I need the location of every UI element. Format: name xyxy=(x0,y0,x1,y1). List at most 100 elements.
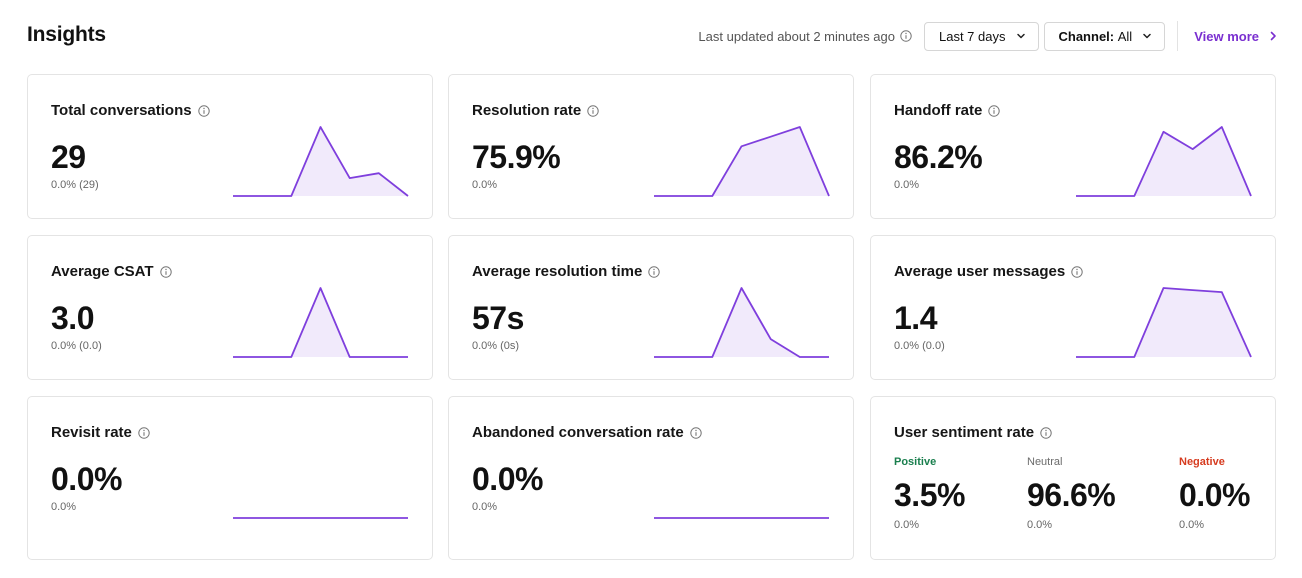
metric-value: 29 xyxy=(51,139,86,175)
sparkline-chart xyxy=(1076,126,1252,197)
metric-title-text: Total conversations xyxy=(51,102,192,119)
chevron-down-icon xyxy=(1143,33,1151,39)
info-icon[interactable] xyxy=(690,426,702,439)
metric-change: 0.0% xyxy=(894,179,920,191)
metric-change: 0.0% xyxy=(472,501,498,513)
info-icon[interactable] xyxy=(197,104,210,117)
sentiment-neutral: Neutral 96.6% 0.0% xyxy=(1027,456,1116,531)
sparkline-area xyxy=(654,127,829,196)
channel-dropdown[interactable]: Channel: All xyxy=(1043,21,1166,51)
sparkline-chart xyxy=(233,287,408,358)
metric-title: Handoff rate xyxy=(894,102,1001,119)
sparkline-line xyxy=(1076,126,1252,197)
metric-title-text: Resolution rate xyxy=(472,102,582,119)
info-icon[interactable] xyxy=(900,30,912,42)
metric-card-average-user-messages[interactable]: Average user messages 1.4 0.0% (0.0) xyxy=(870,235,1276,380)
metric-title: Revisit rate xyxy=(51,424,150,441)
sparkline-line xyxy=(233,126,409,197)
sentiment-positive-change: 0.0% xyxy=(894,519,920,531)
metric-title-text: Average resolution time xyxy=(472,263,643,280)
info-icon[interactable] xyxy=(648,265,661,278)
sentiment-negative: Negative 0.0% 0.0% xyxy=(1179,456,1250,531)
metric-value: 0.0% xyxy=(51,461,122,497)
metric-card-revisit-rate[interactable]: Revisit rate 0.0% 0.0% xyxy=(27,396,433,560)
sparkline-line xyxy=(654,126,830,197)
metric-title: Average user messages xyxy=(894,263,1083,280)
metric-title: Total conversations xyxy=(51,102,210,119)
info-icon[interactable] xyxy=(138,426,150,439)
channel-value: All xyxy=(1117,28,1133,44)
metric-change: 0.0% xyxy=(51,501,77,513)
sparkline-area xyxy=(233,127,408,196)
metric-card-average-csat[interactable]: Average CSAT 3.0 0.0% (0.0) xyxy=(27,235,433,380)
sparkline-area xyxy=(654,288,829,357)
metric-title-text: User sentiment rate xyxy=(894,424,1035,441)
sentiment-negative-label: Negative xyxy=(1179,456,1225,468)
metric-value: 0.0% xyxy=(472,461,543,497)
channel-label: Channel: xyxy=(1058,28,1115,44)
metric-change: 0.0% (0.0) xyxy=(51,340,102,352)
last-updated: Last updated about 2 minutes ago xyxy=(698,29,912,44)
insights-header: Insights Last updated about 2 minutes ag… xyxy=(27,18,1277,54)
header-controls: Last updated about 2 minutes ago Last 7 … xyxy=(698,21,1277,51)
sparkline-chart xyxy=(1076,287,1252,358)
sparkline-area xyxy=(1076,288,1251,357)
metric-card-average-resolution-time[interactable]: Average resolution time 57s 0.0% (0s) xyxy=(448,235,854,380)
metric-value: 75.9% xyxy=(472,139,561,175)
page-title: Insights xyxy=(27,23,106,46)
sentiment-neutral-value: 96.6% xyxy=(1027,477,1116,513)
info-icon[interactable] xyxy=(1040,426,1052,439)
metric-card-total-conversations[interactable]: Total conversations 29 0.0% (29) xyxy=(27,74,433,219)
sentiment-neutral-label: Neutral xyxy=(1027,456,1063,468)
metric-value: 57s xyxy=(472,300,524,336)
info-icon[interactable] xyxy=(1071,265,1083,278)
sentiment-positive-label: Positive xyxy=(894,456,937,468)
metric-change: 0.0% (29) xyxy=(51,179,99,191)
chevron-down-icon xyxy=(1016,33,1025,39)
metric-title-text: Abandoned conversation rate xyxy=(472,424,684,441)
metric-title-text: Average CSAT xyxy=(51,263,154,280)
header-divider xyxy=(1177,21,1179,51)
sparkline-chart xyxy=(654,517,829,519)
sparkline-line xyxy=(1076,287,1252,358)
info-icon[interactable] xyxy=(988,104,1001,117)
metric-title: Abandoned conversation rate xyxy=(472,424,702,441)
metric-title-text: Average user messages xyxy=(894,263,1066,280)
view-more-label: View more xyxy=(1194,28,1259,44)
info-icon[interactable] xyxy=(587,104,599,117)
metric-card-resolution-rate[interactable]: Resolution rate 75.9% 0.0% xyxy=(448,74,854,219)
metric-title-text: Handoff rate xyxy=(894,102,983,119)
metric-title-text: Revisit rate xyxy=(51,424,132,441)
sparkline-line xyxy=(654,287,829,358)
metric-card-abandoned-conversation-rate[interactable]: Abandoned conversation rate 0.0% 0.0% xyxy=(448,396,854,560)
sparkline-line xyxy=(233,287,408,358)
metric-change: 0.0% xyxy=(472,179,498,191)
sparkline-chart xyxy=(654,126,830,197)
metric-title: User sentiment rate xyxy=(894,424,1052,441)
sparkline-area xyxy=(233,288,408,357)
sentiment-positive: Positive 3.5% 0.0% xyxy=(894,456,965,531)
date-range-label: Last 7 days xyxy=(939,28,1006,44)
sparkline-chart xyxy=(233,517,408,519)
sentiment-negative-value: 0.0% xyxy=(1179,477,1250,513)
metric-change: 0.0% (0s) xyxy=(472,340,520,352)
info-icon[interactable] xyxy=(159,265,172,278)
sparkline-chart xyxy=(654,287,829,358)
sentiment-neutral-change: 0.0% xyxy=(1027,519,1053,531)
metric-change: 0.0% (0.0) xyxy=(894,340,945,352)
chevron-right-icon xyxy=(1270,31,1276,41)
metric-value: 3.0 xyxy=(51,300,94,336)
metric-title: Average CSAT xyxy=(51,263,172,280)
view-more-link[interactable]: View more xyxy=(1194,29,1277,44)
metric-value: 86.2% xyxy=(894,139,983,175)
sparkline-area xyxy=(1076,127,1251,196)
sentiment-negative-change: 0.0% xyxy=(1179,519,1205,531)
last-updated-text: Last updated about 2 minutes ago xyxy=(698,28,895,44)
metric-value: 1.4 xyxy=(894,300,937,336)
metric-card-user-sentiment-rate[interactable]: User sentiment rate Positive 3.5% 0.0% N… xyxy=(870,396,1276,560)
metric-title: Average resolution time xyxy=(472,263,661,280)
sentiment-positive-value: 3.5% xyxy=(894,477,965,513)
date-range-dropdown[interactable]: Last 7 days xyxy=(924,21,1039,51)
metric-title: Resolution rate xyxy=(472,102,599,119)
metric-card-handoff-rate[interactable]: Handoff rate 86.2% 0.0% xyxy=(870,74,1276,219)
